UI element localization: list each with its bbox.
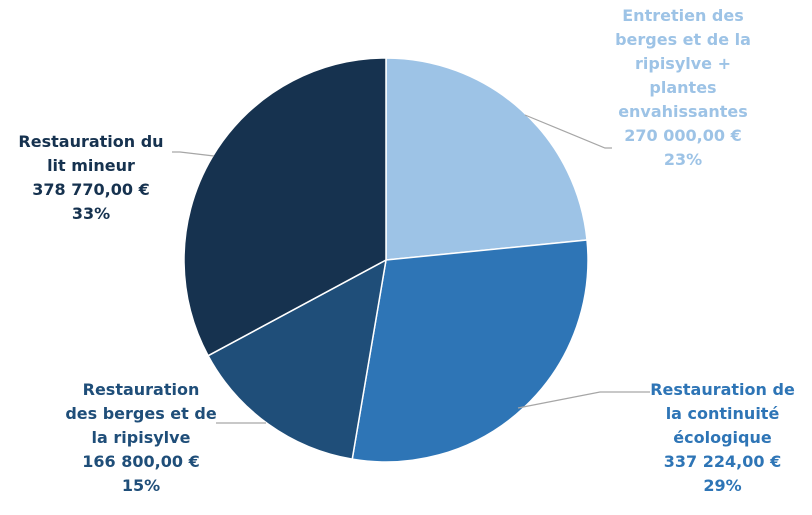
slice-name-line: Restauration (82, 380, 200, 399)
slice-value-label: 166 800,00 € (82, 452, 200, 471)
pie-slices (183, 57, 589, 463)
slice-name-line: des berges et de (65, 404, 217, 423)
slice-name-line: la ripisylve (91, 428, 191, 447)
slice-name-line: lit mineur (47, 156, 135, 175)
leader-line-entretien (524, 114, 612, 149)
slice-percent-label: 23% (663, 150, 703, 169)
slice-label-berges: Restauration des berges et de la ripisylve… (50, 378, 232, 498)
slice-label-continuite: Restauration de la continuité écologique 33… (640, 378, 805, 498)
leader-line-lit-mineur (172, 151, 215, 157)
slice-percent-label: 15% (121, 476, 161, 495)
leader-line-continuite (517, 391, 650, 409)
slice-name-line: Entretien des (622, 6, 744, 25)
slice-name-line: écologique (673, 428, 772, 447)
slice-label-entretien: Entretien des berges et de la ripisylve + p… (598, 4, 768, 172)
slice-name-line: Restauration du (18, 132, 164, 151)
slice-value-label: 378 770,00 € (32, 180, 150, 199)
slice-value-label: 337 224,00 € (663, 452, 782, 471)
slice-percent-label: 33% (71, 204, 111, 223)
slice-name-line: ripisylve + (634, 54, 731, 73)
slice-label-lit-mineur: Restauration du lit mineur 378 770,00 € 33% (2, 130, 180, 226)
pie-slice-berges (207, 258, 387, 461)
slice-name-line: plantes (649, 78, 717, 97)
pie-slice-continuite (351, 239, 589, 463)
slice-name-line: Restauration de (650, 380, 795, 399)
slice-value-label: 270 000,00 € (624, 126, 742, 145)
slice-name-line: berges et de la (615, 30, 751, 49)
slice-name-line: la continuité (665, 404, 780, 423)
leader-lines (172, 114, 650, 424)
pie-slice-entretien (385, 57, 588, 261)
slice-name-line: envahissantes (618, 102, 748, 121)
slice-percent-label: 29% (703, 476, 742, 495)
